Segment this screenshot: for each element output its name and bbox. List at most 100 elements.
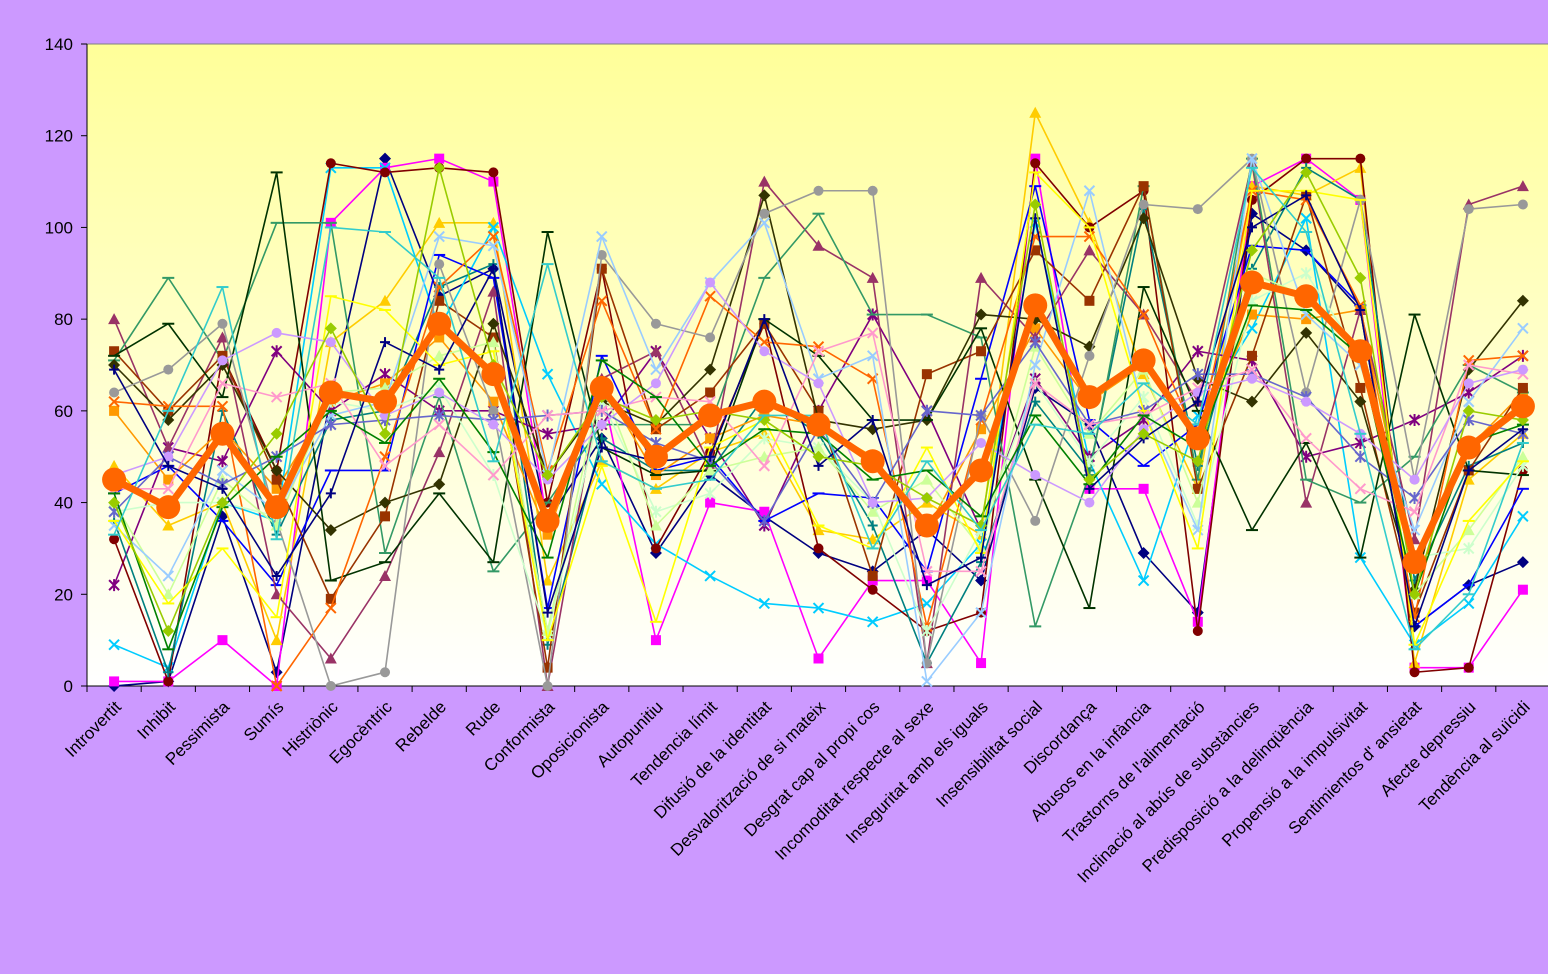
data-point [1354,395,1367,408]
data-point [1246,222,1257,233]
data-point [866,350,879,362]
data-point [705,433,716,444]
data-point [976,437,987,448]
data-point [270,634,283,646]
data-point [812,524,825,536]
mean-data-point [156,495,181,520]
data-point [1408,657,1421,669]
data-point [704,464,717,476]
data-point [270,345,283,358]
data-point [758,460,771,472]
data-point [108,496,121,509]
data-point [270,680,283,692]
data-point [1246,350,1257,361]
data-point [705,387,716,398]
y-tick-label: 80 [54,310,73,329]
data-point [1516,450,1529,462]
mean-data-point [752,389,777,414]
data-point [1246,309,1257,320]
data-point [596,230,608,243]
data-point [379,569,392,581]
data-point [1029,106,1042,118]
data-point [866,423,879,436]
data-point [216,496,229,509]
data-point [541,427,554,440]
data-point [596,249,607,260]
mean-data-point [698,403,723,428]
data-point [921,580,932,591]
mean-data-point [481,362,506,387]
data-point [324,652,337,664]
data-point [1517,199,1528,210]
mean-data-point [1510,394,1535,419]
data-point [1192,616,1203,627]
data-point [1517,510,1529,523]
y-tick-label: 60 [54,402,73,421]
data-point [1517,350,1529,362]
data-point [380,667,391,678]
data-point [975,565,987,578]
data-point [596,405,608,417]
y-tick-label: 0 [64,677,73,696]
data-point [867,185,878,196]
data-point [1300,166,1313,179]
data-point [867,584,878,595]
data-point [1354,271,1367,284]
x-tick-label: Afecte depressiu [1377,697,1480,800]
data-point [758,336,771,348]
data-point [162,588,175,600]
data-point [1463,542,1475,555]
data-point [1463,662,1474,673]
data-point [596,433,607,444]
data-point [921,369,932,380]
data-point [759,346,770,357]
data-point [867,415,878,426]
data-point [487,317,500,330]
data-point [379,152,392,165]
data-point [1355,382,1366,393]
data-point [487,221,500,234]
series-16 [109,153,1528,691]
mean-data-point [1077,385,1102,410]
data-point [1462,524,1475,536]
data-point [921,597,933,610]
data-point [1191,455,1204,468]
data-point [1517,382,1528,393]
data-point [1138,483,1149,494]
data-point [217,483,228,494]
data-point [325,158,336,169]
data-point [1516,556,1529,569]
data-point [380,167,391,178]
data-point [1192,625,1203,636]
data-point [812,602,825,614]
data-point [163,667,174,678]
data-point [1192,368,1204,381]
data-point [1030,158,1041,169]
mean-data-point [1131,348,1156,373]
data-point [270,391,283,403]
data-point [163,364,174,375]
data-point [1029,359,1041,371]
data-point [1192,483,1203,494]
data-point [758,514,771,527]
data-point [650,635,661,646]
data-point [1300,326,1313,339]
data-point [271,483,282,494]
data-point [650,363,662,376]
mean-data-point [1456,435,1481,460]
data-point [109,534,120,545]
data-point [379,496,392,509]
data-point [325,593,336,604]
mean-data-point [914,513,939,538]
data-point [1300,308,1312,321]
x-tick-label: Inhibit [134,697,180,743]
data-point [866,327,879,339]
mean-data-point [969,458,994,483]
data-point [162,519,175,531]
data-point [433,409,445,422]
data-point [163,474,174,485]
data-point [487,285,500,297]
